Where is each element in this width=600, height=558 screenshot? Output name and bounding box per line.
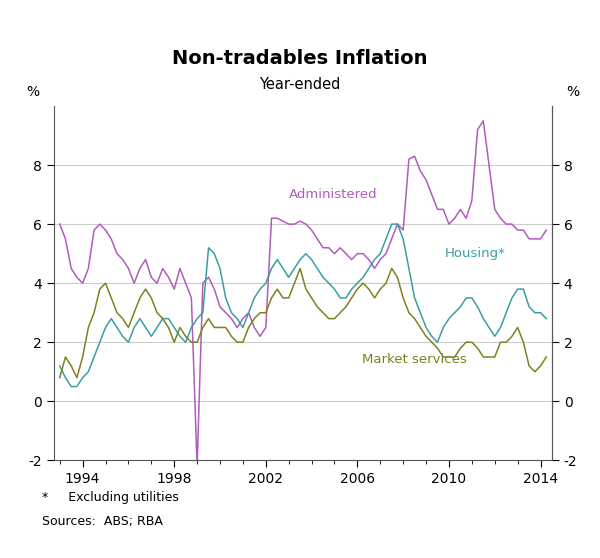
Text: Administered: Administered [289,188,377,201]
Text: Year-ended: Year-ended [259,78,341,92]
Text: Housing*: Housing* [445,247,505,260]
Text: %: % [566,85,580,99]
Text: Non-tradables Inflation: Non-tradables Inflation [172,49,428,68]
Text: %: % [26,85,40,99]
Text: *     Excluding utilities: * Excluding utilities [42,491,179,504]
Text: Sources:  ABS; RBA: Sources: ABS; RBA [42,515,163,528]
Text: Market services: Market services [362,353,467,367]
